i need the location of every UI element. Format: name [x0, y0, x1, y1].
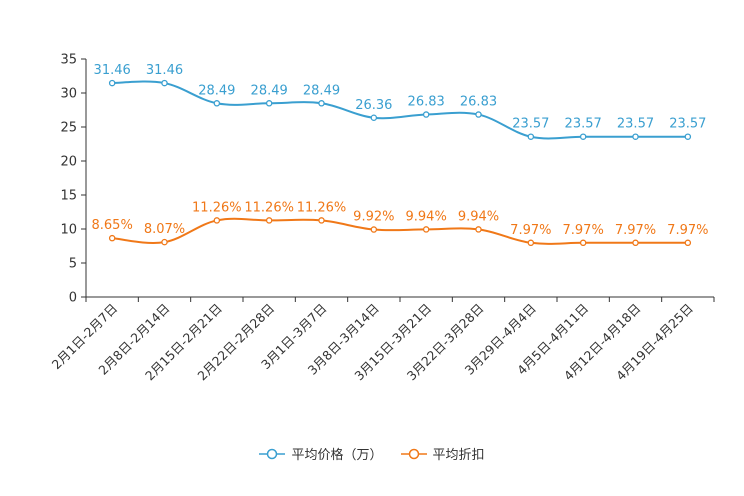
data-point[interactable] — [579, 239, 587, 247]
data-label: 23.57 — [565, 117, 602, 132]
series-2: 8.65% 8.07%11.26% 11.26% 11.26%9.92% 9.94% 9.… — [92, 200, 708, 247]
data-label: 23.57 — [512, 117, 549, 132]
data-point[interactable] — [579, 133, 587, 140]
data-label: 28.49 — [251, 83, 288, 98]
data-point[interactable] — [161, 238, 168, 246]
x-axis: 2月1日-2月7日2月8日-2月14日2月15日-2月21日2月22日-2月28… — [49, 296, 715, 383]
legend-item-2[interactable]: 平均折扣 — [400, 444, 485, 463]
series-line — [112, 80, 688, 140]
data-label: 7.97% — [667, 223, 708, 238]
data-label: 7.97% — [615, 223, 656, 238]
data-point[interactable] — [265, 217, 273, 224]
data-label: 11.26% — [297, 200, 347, 215]
data-point[interactable] — [684, 239, 692, 247]
legend: 平均价格（万） 平均折扣 — [0, 444, 744, 463]
data-label: 11.26% — [192, 200, 242, 215]
data-label: 7.97% — [563, 223, 604, 238]
y-tick-label: 30 — [60, 87, 77, 102]
y-tick-label: 10 — [60, 223, 77, 238]
y-axis: 0 5 10 15 20 25 30 35 — [60, 53, 87, 306]
data-label: 28.49 — [198, 83, 235, 98]
series-1: 31.46 31.46 28.49 28.49 28.49 26.36 26.83 26.83… — [94, 63, 706, 140]
data-label: 7.97% — [510, 223, 551, 238]
legend-label: 平均价格（万） — [291, 448, 383, 463]
data-point[interactable] — [213, 100, 221, 107]
data-label: 31.46 — [94, 63, 131, 78]
legend-marker-icon — [259, 448, 286, 459]
line-chart: 0 5 10 15 20 25 30 35 2月1日-2月7日2月8日-2月14日2月15日-… — [49, 53, 715, 383]
series-line — [112, 217, 688, 245]
data-point[interactable] — [318, 217, 325, 224]
data-point[interactable] — [265, 100, 273, 107]
data-point[interactable] — [161, 79, 168, 87]
data-label: 8.07% — [144, 222, 185, 237]
data-label: 26.83 — [460, 95, 497, 110]
data-label: 23.57 — [617, 117, 654, 132]
data-label: 31.46 — [146, 63, 183, 78]
data-point[interactable] — [632, 239, 639, 247]
y-tick-label: 0 — [69, 291, 77, 306]
y-tick-label: 35 — [60, 53, 77, 68]
series-layer: 31.46 31.46 28.49 28.49 28.49 26.36 26.83 26.83… — [92, 63, 708, 247]
data-label: 8.65% — [92, 218, 133, 233]
data-point[interactable] — [370, 114, 378, 122]
data-point[interactable] — [213, 217, 221, 224]
data-point[interactable] — [422, 111, 430, 118]
y-tick-label: 5 — [69, 257, 77, 272]
data-point[interactable] — [527, 133, 535, 140]
legend-label: 平均折扣 — [432, 448, 485, 463]
data-label: 26.83 — [408, 95, 445, 110]
data-point[interactable] — [684, 133, 692, 140]
data-point[interactable] — [108, 234, 116, 242]
y-tick-label: 20 — [60, 155, 77, 170]
legend-item-1[interactable]: 平均价格（万） — [259, 444, 383, 463]
data-label: 9.92% — [353, 210, 394, 225]
data-point[interactable] — [527, 239, 535, 247]
data-label: 28.49 — [303, 83, 340, 98]
y-tick-label: 15 — [60, 189, 77, 204]
data-point[interactable] — [318, 100, 325, 107]
legend-marker-icon — [400, 448, 427, 459]
data-label: 26.36 — [355, 98, 392, 113]
data-point[interactable] — [475, 111, 482, 118]
data-point[interactable] — [108, 79, 116, 87]
data-point[interactable] — [632, 133, 639, 140]
data-label: 9.94% — [406, 209, 447, 224]
data-label: 9.94% — [458, 209, 499, 224]
data-label: 23.57 — [669, 117, 706, 132]
data-point[interactable] — [475, 226, 482, 233]
data-label: 11.26% — [244, 200, 294, 215]
y-tick-label: 25 — [60, 121, 77, 136]
data-point[interactable] — [370, 226, 378, 233]
data-point[interactable] — [422, 226, 430, 233]
